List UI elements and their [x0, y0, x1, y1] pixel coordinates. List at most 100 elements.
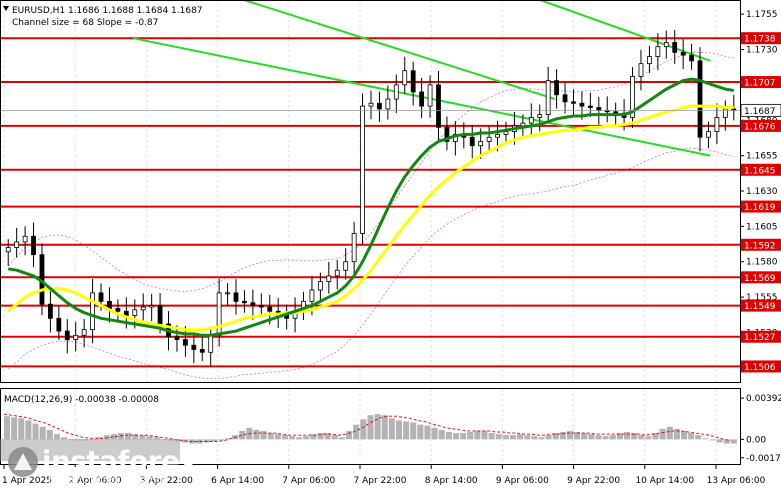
- macd-signal-line: [3, 413, 731, 442]
- candle-body: [22, 235, 28, 243]
- macd-histogram-bar: [32, 423, 39, 440]
- macd-histogram-bar: [331, 435, 338, 440]
- candle-body: [419, 91, 425, 107]
- candle-body: [393, 84, 399, 100]
- time-tick-label: 8 Apr 14:00: [425, 476, 478, 486]
- macd-panel: 0.00392 0.00 -0.00175: [3, 394, 781, 464]
- macd-histogram-bar: [61, 437, 68, 440]
- candle-body: [258, 305, 264, 308]
- upper-band-line: [7, 51, 734, 293]
- macd-histogram-bar: [210, 439, 217, 442]
- candle-body: [689, 54, 694, 62]
- candle-body: [317, 281, 323, 291]
- macd-histogram-bar: [481, 430, 488, 440]
- macd-histogram-bar: [502, 435, 509, 440]
- time-tick-label: 7 Apr 22:00: [354, 476, 407, 486]
- candle-body: [469, 136, 475, 147]
- macd-histogram-bar: [673, 428, 680, 440]
- candle-body: [545, 80, 551, 116]
- macd-histogram-bar: [217, 439, 224, 441]
- candle-body: [587, 105, 593, 108]
- candle-body: [233, 292, 239, 302]
- symbol-info: EURUSD,H1 1.1686 1.1688 1.1684 1.1687: [12, 6, 203, 16]
- macd-histogram-bar: [360, 419, 367, 440]
- level-lines: [0, 37, 740, 368]
- candle-body: [14, 241, 20, 248]
- candle-body: [680, 51, 686, 56]
- macd-histogram-bar: [274, 434, 281, 440]
- macd-histogram-bar: [338, 437, 345, 440]
- candle-body: [174, 336, 180, 340]
- level-label: 1.1645: [744, 166, 776, 176]
- macd-histogram-bar: [303, 436, 310, 440]
- candle-body: [115, 308, 121, 312]
- level-label-bg: [741, 238, 781, 251]
- candle-body: [377, 102, 382, 110]
- logo-tagline: Instant Forex Trading: [48, 473, 164, 486]
- macd-histogram-bar: [417, 424, 424, 440]
- candle-body: [410, 70, 416, 93]
- candle-body: [495, 134, 500, 138]
- level-label: 1.1549: [744, 302, 776, 312]
- grid: [3, 0, 717, 465]
- logo-brand-text: instaforex: [42, 446, 197, 477]
- macd-histogram-bar: [281, 435, 288, 440]
- candle-body: [486, 136, 492, 142]
- candle-body: [638, 63, 644, 77]
- macd-histogram-bar: [638, 435, 645, 440]
- candle-body: [73, 334, 79, 340]
- time-tick-label: 6 Apr 14:00: [211, 476, 264, 486]
- candle-body: [444, 126, 450, 142]
- macd-histogram-bar: [445, 432, 452, 440]
- macd-histogram-bar: [25, 420, 32, 440]
- macd-histogram-bar: [723, 439, 730, 444]
- candle-body: [571, 101, 576, 104]
- candle-body: [5, 247, 11, 253]
- macd-histogram-bar: [595, 435, 602, 440]
- macd-histogram-bar: [552, 433, 559, 440]
- candle-body: [56, 317, 62, 332]
- macd-histogram-bar: [353, 424, 360, 440]
- candle-body: [334, 269, 340, 277]
- candle-body: [149, 305, 155, 308]
- macd-histogram-bar: [324, 433, 331, 440]
- macd-histogram-bar: [680, 430, 688, 440]
- macd-histogram-bar: [474, 430, 481, 440]
- instaforex-logo: instaforex Instant Forex Trading: [0, 439, 197, 486]
- level-label-bg: [741, 271, 781, 284]
- candle-body: [48, 303, 53, 319]
- macd-histogram-bar: [623, 432, 631, 440]
- candle-body: [326, 275, 332, 282]
- macd-histogram-bar: [139, 435, 146, 440]
- candle-body: [250, 302, 256, 306]
- level-labels: 1.1738 1.1707 1.1676 1.1645 1.1619 1.1592 1.15…: [740, 32, 781, 373]
- macd-histogram-bar: [431, 427, 438, 440]
- candle-body: [714, 117, 720, 132]
- macd-histogram-bar: [495, 434, 502, 440]
- candle-body: [360, 105, 365, 234]
- macd-histogram-bar: [424, 425, 431, 440]
- macd-histogram-bar: [224, 438, 231, 440]
- candle-body: [191, 344, 197, 350]
- level-label-bg: [741, 32, 781, 45]
- channel-line: [243, 0, 556, 100]
- price-tick-label: 1.1730: [746, 46, 778, 56]
- candle-body: [242, 300, 247, 304]
- price-axis: 1.17551.17301.17051.16801.16551.16301.16…: [740, 10, 778, 374]
- level-label: 1.1738: [744, 35, 776, 45]
- macd-histogram-bar: [517, 434, 524, 440]
- time-tick-label: 7 Apr 06:00: [282, 476, 335, 486]
- macd-histogram-bar: [310, 434, 317, 440]
- ma-yellow-line: [7, 104, 734, 332]
- time-tick-label: 1 Apr 2025: [2, 476, 52, 486]
- lower-band-line: [7, 147, 734, 380]
- macd-histogram-bar: [260, 430, 267, 440]
- macd-histogram-bar: [296, 437, 303, 440]
- candle-body: [554, 80, 560, 96]
- current-price-bg: [740, 103, 781, 117]
- moving-averages: [0, 77, 740, 337]
- macd-histogram-bar: [203, 439, 210, 443]
- macd-histogram-bar: [4, 416, 11, 440]
- candle-body: [706, 131, 711, 138]
